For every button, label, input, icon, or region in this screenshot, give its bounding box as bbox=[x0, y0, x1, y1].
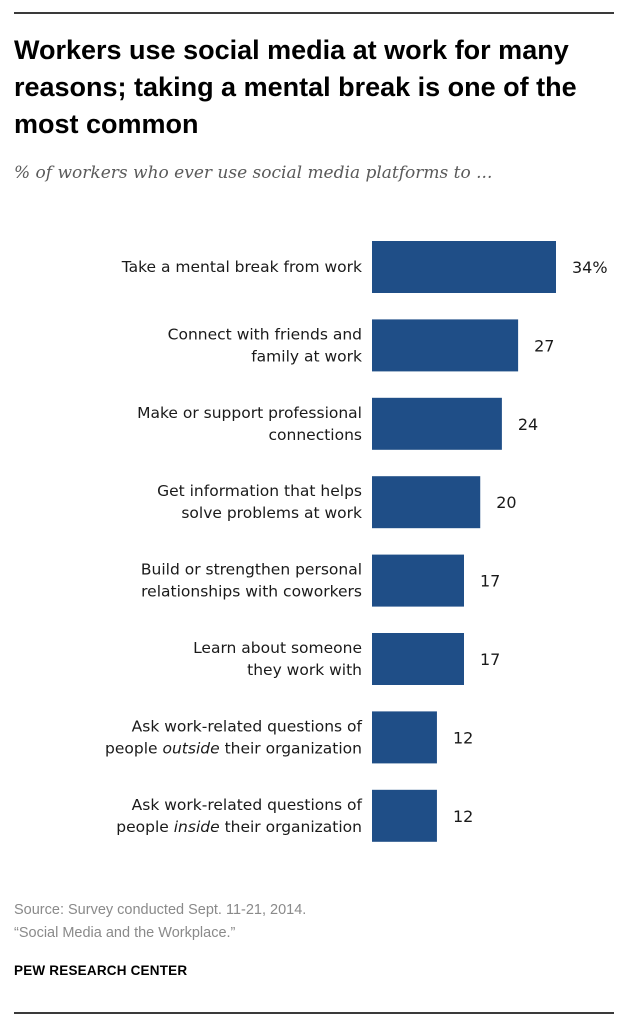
top-rule bbox=[14, 12, 614, 14]
bar-chart: 34% Take a mental break from work 27 Connec… bbox=[105, 241, 608, 842]
category-label-6: Learn about someone they work with bbox=[193, 639, 362, 679]
bar-3 bbox=[372, 397, 502, 450]
bar-7 bbox=[372, 711, 437, 764]
bar-6 bbox=[372, 633, 464, 685]
value-label-8: 12 bbox=[453, 807, 473, 826]
bottom-rule bbox=[14, 1012, 614, 1014]
source-note: Source: Survey conducted Sept. 11-21, 20… bbox=[14, 899, 614, 945]
bar-4 bbox=[372, 476, 481, 529]
value-label-7: 12 bbox=[453, 728, 473, 747]
value-label-1: 34% bbox=[572, 258, 608, 277]
category-label-3: Make or support professional connections bbox=[137, 404, 362, 444]
source-line-1: Source: Survey conducted Sept. 11-21, 20… bbox=[14, 902, 307, 918]
bar-5 bbox=[372, 554, 464, 607]
value-label-2: 27 bbox=[534, 336, 554, 355]
bar-2 bbox=[372, 319, 519, 372]
source-line-2: “Social Media and the Workplace.” bbox=[14, 925, 236, 941]
category-label-7: Ask work-related questions of people outs… bbox=[105, 717, 363, 757]
value-label-6: 17 bbox=[480, 650, 500, 669]
value-label-5: 17 bbox=[480, 572, 500, 591]
bar-8 bbox=[372, 789, 437, 842]
category-label-5: Build or strengthen personal relationship… bbox=[141, 561, 362, 601]
bar-1 bbox=[372, 241, 556, 293]
value-label-3: 24 bbox=[518, 415, 538, 434]
category-label-4: Get information that helps solve problems… bbox=[157, 482, 362, 522]
chart-subtitle: % of workers who ever use social media p… bbox=[14, 163, 493, 183]
category-label-8: Ask work-related questions of people insi… bbox=[116, 796, 362, 836]
category-label-1: Take a mental break from work bbox=[121, 258, 362, 276]
brand-footer: PEW RESEARCH CENTER bbox=[14, 963, 188, 978]
chart-title: Workers use social media at work for man… bbox=[14, 35, 577, 139]
category-label-2: Connect with friends and family at work bbox=[168, 325, 362, 365]
value-label-4: 20 bbox=[496, 493, 516, 512]
